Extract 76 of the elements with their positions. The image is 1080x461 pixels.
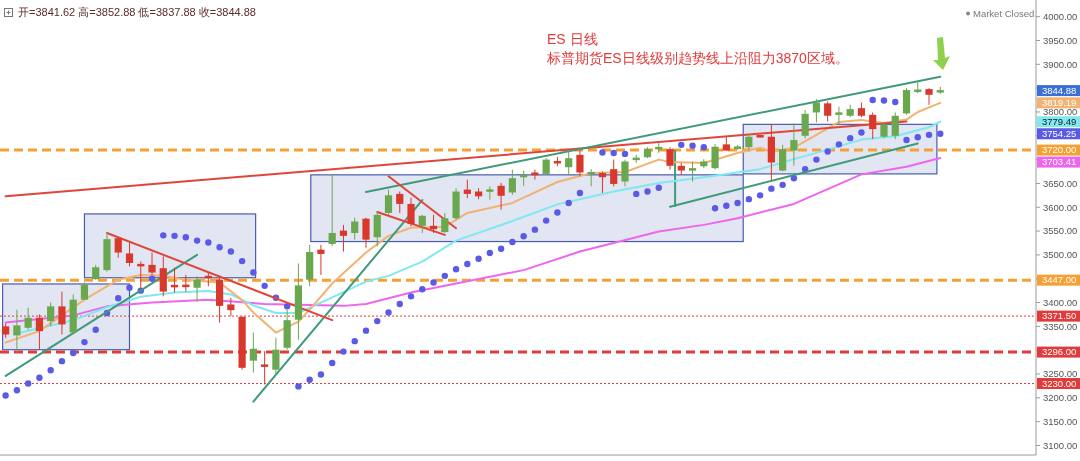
candlestick: [902, 87, 911, 116]
candlestick: [317, 244, 325, 276]
candlestick: [666, 146, 674, 171]
candlestick: [779, 144, 787, 173]
candlestick: [598, 171, 607, 194]
text: ES 日线: [547, 31, 598, 47]
y-tick-label: 3350.00: [1043, 320, 1078, 332]
candlestick: [610, 159, 618, 187]
candlestick: [148, 252, 156, 276]
candlestick: [47, 302, 55, 327]
candlestick: [418, 214, 426, 234]
y-tick-label: 3650.00: [1043, 177, 1078, 189]
y-tick-label: 3150.00: [1043, 415, 1078, 427]
candlestick: [35, 313, 44, 351]
candlestick: [407, 197, 415, 227]
candlestick: [824, 100, 832, 122]
ref-line-label: 3447.00: [1042, 274, 1077, 286]
candlestick: [441, 212, 449, 234]
candlestick: [790, 122, 798, 167]
candlestick: [891, 111, 899, 140]
candlestick: [869, 111, 877, 140]
candlestick: [688, 161, 697, 183]
candlestick: [13, 309, 21, 354]
candlestick: [193, 275, 201, 303]
candlestick: [531, 169, 539, 181]
ref-line-label: 3371.50: [1042, 310, 1077, 322]
candlestick: [261, 350, 269, 385]
candlestick: [565, 151, 573, 176]
candlestick: [396, 191, 404, 214]
y-tick-label: 3950.00: [1043, 34, 1078, 46]
candlestick: [925, 87, 933, 106]
candlestick: [362, 217, 370, 249]
text: 3819.19: [1042, 97, 1077, 109]
text: 3703.41: [1042, 156, 1077, 168]
candlestick: [621, 159, 629, 187]
candlestick: [711, 143, 719, 171]
candlestick: [384, 189, 393, 216]
candlestick: [339, 224, 348, 253]
candlestick: [801, 109, 809, 139]
y-tick-label: 3800.00: [1043, 106, 1078, 118]
text: 3779.49: [1042, 116, 1077, 128]
ref-line-label: 3230.00: [1042, 377, 1077, 389]
text: 3754.25: [1042, 128, 1077, 140]
y-tick-label: 3400.00: [1043, 296, 1078, 308]
candlestick: [328, 174, 336, 247]
ref-line-label: 3296.00: [1042, 346, 1077, 358]
candlestick: [812, 98, 821, 123]
candlestick: [351, 217, 359, 241]
candlestick: [508, 169, 516, 196]
candlestick: [58, 291, 66, 335]
ref-line-label: 3720.00: [1042, 144, 1077, 156]
y-tick-label: 3100.00: [1043, 439, 1078, 451]
line-series: [4, 156, 942, 324]
candlestick: [249, 332, 257, 374]
y-tick-label: 3550.00: [1043, 225, 1078, 237]
candlestick: [24, 307, 32, 331]
candlestick: [463, 179, 471, 199]
candlestick: [114, 236, 122, 259]
y-tick-label: 3500.00: [1043, 249, 1078, 261]
y-tick-label: 3250.00: [1043, 368, 1078, 380]
annotation: 开=3841.62 高=3852.88 低=3837.88 收=3844.88: [18, 6, 256, 18]
y-tick-label: 4000.00: [1043, 11, 1078, 22]
candlestick: [835, 106, 843, 126]
candlestick: [272, 337, 280, 375]
text: 3844.88: [1042, 84, 1077, 96]
candlestick: [497, 182, 505, 211]
candlestick: [576, 149, 584, 177]
y-tick-label: 3200.00: [1043, 392, 1078, 404]
candlestick: [227, 297, 235, 317]
candlestick: [159, 255, 167, 297]
y-tick-label: 3600.00: [1043, 201, 1078, 213]
candlestick: [125, 242, 134, 267]
candlestick: [373, 211, 381, 247]
text: 标普期货ES日线级别趋势线上沿阻力3870区域。: [546, 50, 849, 66]
y-tick-label: 3900.00: [1043, 58, 1078, 70]
annotation: Market Closed: [973, 8, 1035, 19]
